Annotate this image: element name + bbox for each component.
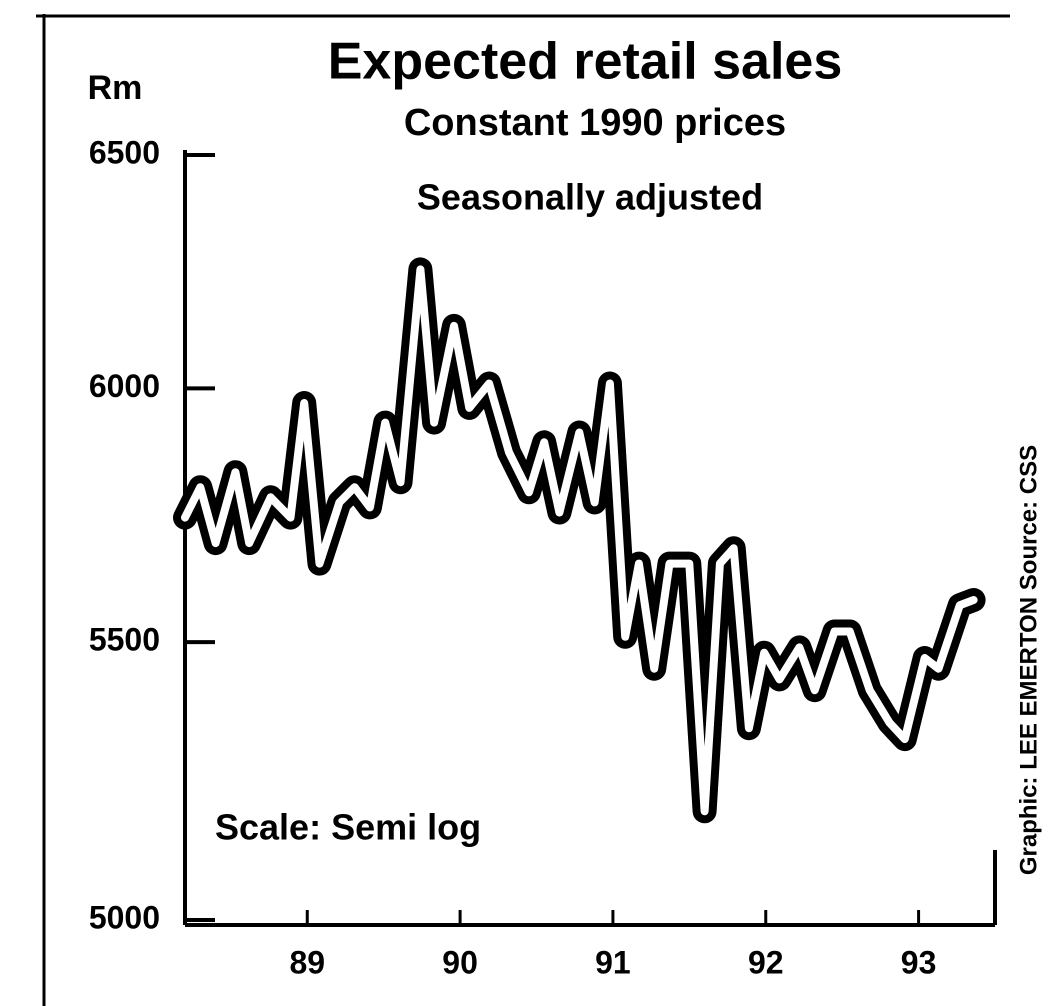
annotation: Seasonally adjusted <box>417 177 763 218</box>
y-tick-label: 6000 <box>89 368 160 404</box>
x-tick-label: 91 <box>595 944 631 980</box>
y-tick-label: 5500 <box>89 622 160 658</box>
y-tick-label: 5000 <box>89 899 160 935</box>
chart-title: Expected retail sales <box>328 33 843 91</box>
x-tick-label: 90 <box>442 944 478 980</box>
line <box>173 257 986 824</box>
x-tick-label: 93 <box>901 944 937 980</box>
annotation: Scale: Semi log <box>215 807 481 848</box>
line-highlight <box>181 265 978 816</box>
source: Graphic: LEE EMERTON Source: CSS <box>1015 445 1042 875</box>
x-tick-label: 92 <box>748 944 784 980</box>
y-tick-label: 6500 <box>89 134 160 170</box>
chart-subtitle: Constant 1990 prices <box>404 102 786 144</box>
y-axis-label: Rm <box>88 69 143 107</box>
x-tick-label: 89 <box>289 944 325 980</box>
